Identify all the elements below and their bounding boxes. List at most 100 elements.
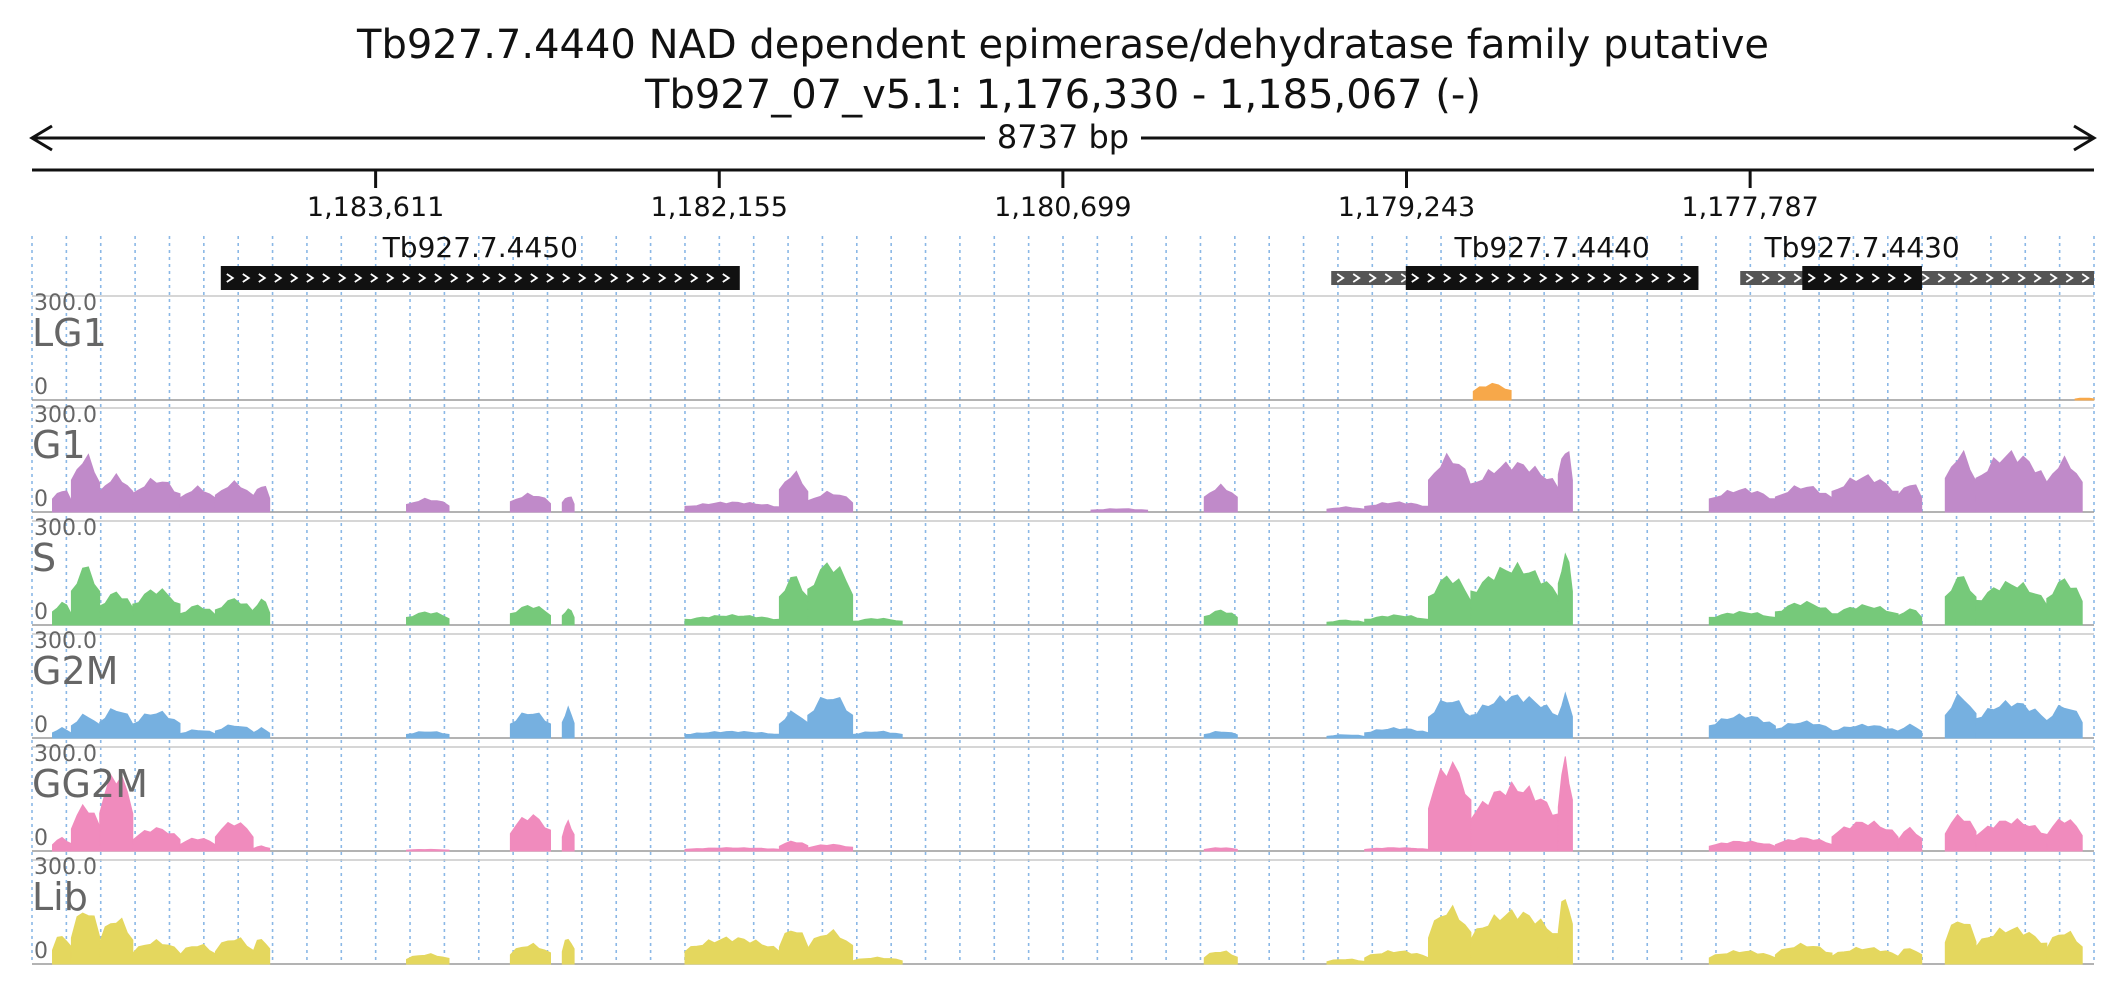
- coverage-peak: [1470, 694, 1559, 739]
- coverage-peak: [1708, 950, 1776, 965]
- coverage-peak: [99, 591, 134, 626]
- coverage-peak: [1470, 561, 1559, 626]
- strand-arrow-icon: [2049, 273, 2058, 283]
- strand-arrow-icon: [1969, 273, 1978, 283]
- coverage-peak: [509, 942, 552, 965]
- coverage-peak: [1364, 847, 1430, 852]
- coverage-peak: [2046, 818, 2083, 852]
- strand-arrow-icon: [594, 273, 603, 283]
- strand-arrow-icon: [1507, 273, 1516, 283]
- coverage-peak: [1557, 691, 1573, 739]
- coverage-peak: [51, 490, 72, 513]
- coverage-peak: [1203, 609, 1238, 626]
- coverage-peak: [561, 496, 575, 513]
- strand-arrow-icon: [1667, 273, 1676, 283]
- strand-arrow-icon: [258, 273, 267, 283]
- strand-arrow-icon: [1443, 273, 1452, 283]
- strand-arrow-icon: [1603, 273, 1612, 283]
- strand-arrow-icon: [402, 273, 411, 283]
- track-ymax-label: 300.0: [34, 403, 97, 428]
- coverage-peak: [1708, 713, 1776, 739]
- coverage-peak: [1557, 552, 1573, 626]
- strand-arrow-icon: [1539, 273, 1548, 283]
- strand-arrow-icon: [226, 273, 235, 283]
- coverage-peak: [684, 847, 780, 852]
- coverage-peak: [2046, 930, 2083, 965]
- span-arrow-left-head-icon: [29, 124, 53, 152]
- coverage-peak: [252, 726, 271, 739]
- coverage-peak: [1364, 501, 1430, 513]
- coverage-peak: [405, 611, 450, 626]
- strand-arrow-icon: [1635, 273, 1644, 283]
- coverage-peak: [51, 836, 72, 852]
- strand-arrow-icon: [722, 273, 731, 283]
- strand-arrow-icon: [370, 273, 379, 283]
- track-ymin-label: 0: [34, 939, 48, 964]
- coverage-peak: [1326, 958, 1366, 965]
- strand-arrow-icon: [1745, 273, 1754, 283]
- coverage-peak: [70, 713, 101, 739]
- gene-label: Tb927.7.4430: [1764, 231, 1960, 264]
- ruler-tick-label: 1,177,787: [1681, 192, 1818, 223]
- coverage-peak: [1203, 730, 1238, 739]
- strand-arrow-icon: [338, 273, 347, 283]
- strand-arrow-icon: [1807, 273, 1816, 283]
- ruler-tick-label: 1,180,699: [994, 192, 1131, 223]
- coverage-peak: [1944, 576, 1977, 626]
- coverage-peak: [1364, 950, 1430, 965]
- coverage-peak: [1774, 720, 1833, 739]
- strand-arrow-icon: [306, 273, 315, 283]
- coverage-peak: [405, 497, 450, 513]
- coverage-peak: [214, 724, 254, 739]
- coverage-peak: [684, 730, 780, 739]
- strand-arrow-icon: [1571, 273, 1580, 283]
- coverage-peak: [1831, 946, 1899, 965]
- strand-arrow-icon: [706, 273, 715, 283]
- coverage-peak: [1897, 948, 1923, 965]
- coverage-peak: [1708, 610, 1776, 626]
- coverage-peak: [132, 710, 181, 739]
- coverage-peak: [1364, 727, 1430, 739]
- strand-arrow-icon: [546, 273, 555, 283]
- coverage-peak: [1203, 483, 1238, 513]
- coverage-peak: [1557, 756, 1573, 852]
- coverage-peak: [1774, 600, 1833, 626]
- span-label: 8737 bp: [997, 118, 1129, 156]
- coverage-peak: [1897, 826, 1923, 852]
- coverage-peak: [1774, 942, 1833, 965]
- coverage-peak: [509, 604, 552, 626]
- coverage-peak: [214, 821, 254, 852]
- coverage-peak: [132, 827, 181, 852]
- coverage-tracks: 300.00LG1300.00G1300.00S300.00G2M300.00G…: [32, 291, 2095, 965]
- strand-arrow-icon: [1651, 273, 1660, 283]
- track-ymin-label: 0: [34, 826, 48, 851]
- coverage-peak: [1708, 840, 1776, 852]
- strand-arrow-icon: [1336, 273, 1345, 283]
- coverage-peak: [778, 470, 809, 513]
- ruler-tick-label: 1,182,155: [651, 192, 788, 223]
- coverage-peak: [2046, 578, 2083, 626]
- strand-arrow-icon: [274, 273, 283, 283]
- coverage-peak: [509, 492, 552, 513]
- gene-cds-bar: [220, 266, 740, 290]
- strand-arrow-icon: [498, 273, 507, 283]
- strand-arrow-icon: [434, 273, 443, 283]
- strand-arrow-icon: [2017, 273, 2026, 283]
- coverage-peak: [1557, 898, 1573, 965]
- strand-arrow-icon: [2033, 273, 2042, 283]
- coverage-peak: [1326, 619, 1366, 626]
- coverage-peak: [1090, 508, 1149, 513]
- strand-arrow-icon: [1491, 273, 1500, 283]
- strand-arrow-icon: [562, 273, 571, 283]
- track-g2m: 300.0 0 G2M: [32, 629, 2094, 739]
- strand-arrow-icon: [1937, 273, 1946, 283]
- coverage-peak: [1364, 614, 1430, 626]
- coverage-peak: [1944, 921, 1977, 965]
- coverage-peak: [2074, 397, 2095, 401]
- track-s: 300.0 0 S: [32, 516, 2094, 626]
- ruler-tick-label: 1,179,243: [1338, 192, 1475, 223]
- track-g1: 300.0 0 G1: [32, 403, 2094, 513]
- track-name: GG2M: [32, 762, 148, 806]
- coverage-peak: [70, 566, 101, 626]
